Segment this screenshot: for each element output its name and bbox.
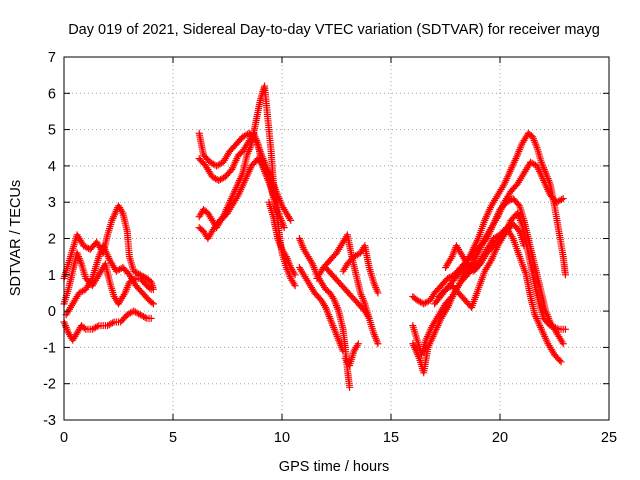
x-tick-label: 0 [60, 430, 68, 446]
data-point [146, 284, 154, 292]
y-tick-label: 4 [48, 159, 56, 175]
x-axis-label: GPS time / hours [279, 459, 389, 475]
data-point [514, 226, 522, 234]
chart-title: Day 019 of 2021, Sidereal Day-to-day VTE… [68, 22, 600, 38]
data-point [423, 298, 431, 306]
data-point [374, 289, 382, 297]
data-point [558, 195, 566, 203]
data-points [60, 82, 569, 391]
data-point [280, 224, 288, 232]
data-point [287, 216, 295, 224]
data-point [561, 325, 569, 333]
data-point [556, 196, 564, 204]
y-axis-label: SDTVAR / TECUs [8, 180, 24, 296]
data-point [126, 309, 134, 317]
data-point [559, 340, 567, 348]
y-tick-label: 0 [48, 304, 56, 320]
data-point [559, 195, 567, 203]
data-point [520, 242, 528, 250]
data-point [212, 175, 220, 183]
series [60, 82, 569, 391]
data-point [107, 320, 115, 328]
data-point [530, 160, 538, 168]
data-point [346, 383, 354, 391]
data-point [291, 271, 299, 279]
y-tick-label: -3 [43, 413, 56, 429]
y-tick-label: 3 [48, 195, 56, 211]
data-point [93, 323, 101, 331]
data-point [556, 356, 564, 364]
y-tick-label: 7 [48, 50, 56, 66]
x-tick-label: 20 [492, 430, 508, 446]
data-point [218, 175, 226, 183]
y-tick-label: -2 [43, 377, 56, 393]
data-point [557, 358, 565, 366]
x-tick-label: 25 [601, 430, 617, 446]
data-point [149, 300, 157, 308]
data-point [148, 299, 156, 307]
data-point [141, 313, 149, 321]
data-point [79, 287, 87, 295]
data-point [339, 347, 347, 355]
data-point [365, 314, 373, 322]
data-point [353, 251, 361, 259]
data-point [147, 314, 155, 322]
x-tick-label: 15 [383, 430, 399, 446]
y-tick-label: 6 [48, 86, 56, 102]
data-point [92, 323, 100, 331]
y-tick-label: 5 [48, 123, 56, 139]
data-point [291, 282, 299, 290]
data-point [209, 160, 217, 168]
x-tick-label: 10 [274, 430, 290, 446]
data-point [561, 271, 569, 279]
y-tick-label: 1 [48, 268, 56, 284]
y-tick-label: 2 [48, 232, 56, 248]
data-point [514, 200, 522, 208]
y-tick-label: -1 [43, 340, 56, 356]
data-point [374, 340, 382, 348]
data-point [216, 160, 224, 168]
data-point [354, 340, 362, 348]
data-point [147, 285, 155, 293]
axis-ticks: 0 5 10 15 20 25 -3 -2 -1 0 1 2 3 4 5 6 7 [43, 50, 617, 446]
x-tick-label: 5 [169, 430, 177, 446]
data-point [109, 319, 117, 327]
data-point [80, 324, 88, 332]
